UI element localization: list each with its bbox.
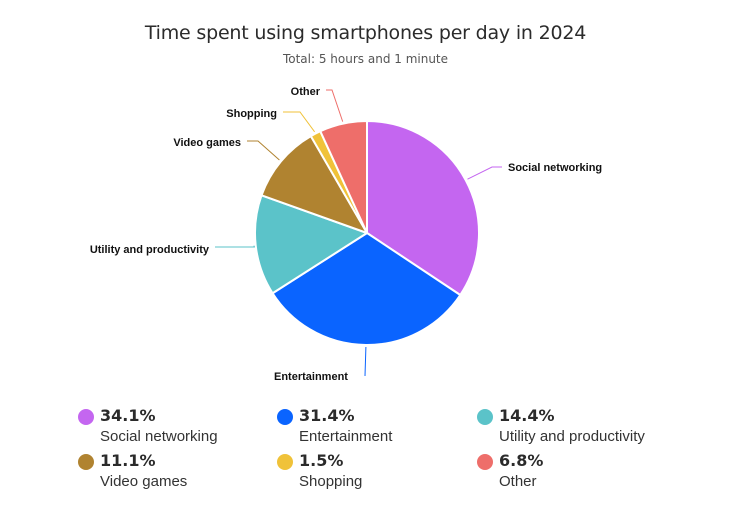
legend-swatch — [78, 454, 94, 470]
legend-swatch — [277, 454, 293, 470]
leader-line — [467, 166, 502, 180]
pie-slice-video-games — [260, 135, 368, 234]
leader-line — [215, 245, 257, 248]
legend-label: Shopping — [299, 473, 363, 490]
legend-label: Utility and productivity — [499, 428, 645, 445]
slice-label: Shopping — [226, 108, 277, 120]
slice-label: Other — [291, 86, 321, 98]
slice-label: Entertainment — [274, 371, 348, 383]
legend-swatch — [477, 454, 493, 470]
chart-subtitle: Total: 5 hours and 1 minute — [282, 52, 449, 66]
pie-chart: Social networking Entertainment Utility an… — [90, 86, 602, 383]
legend-percent: 11.1% — [100, 451, 156, 470]
legend-label: Video games — [100, 473, 188, 490]
pie-slice-entertainment — [271, 232, 462, 346]
leader-line — [326, 89, 344, 122]
legend-label: Entertainment — [299, 428, 393, 445]
legend-swatch — [78, 409, 94, 425]
leader-line — [364, 346, 367, 377]
legend-swatch — [277, 409, 293, 425]
slice-label: Utility and productivity — [90, 244, 210, 256]
legend-label: Social networking — [100, 428, 218, 445]
legend-percent: 31.4% — [299, 406, 355, 425]
legend-percent: 34.1% — [100, 406, 156, 425]
pie-slice-utility-and-productivity — [254, 194, 368, 295]
leader-line — [247, 140, 280, 161]
slice-label: Social networking — [508, 162, 602, 174]
legend-percent: 6.8% — [499, 451, 544, 470]
legend-label: Other — [499, 473, 537, 490]
leader-line — [283, 111, 316, 133]
legend-percent: 14.4% — [499, 406, 555, 425]
legend-swatch — [477, 409, 493, 425]
chart-title: Time spent using smartphones per day in … — [144, 22, 587, 44]
pie-slice-other — [319, 120, 368, 234]
slice-label: Video games — [173, 137, 241, 149]
legend-percent: 1.5% — [299, 451, 344, 470]
